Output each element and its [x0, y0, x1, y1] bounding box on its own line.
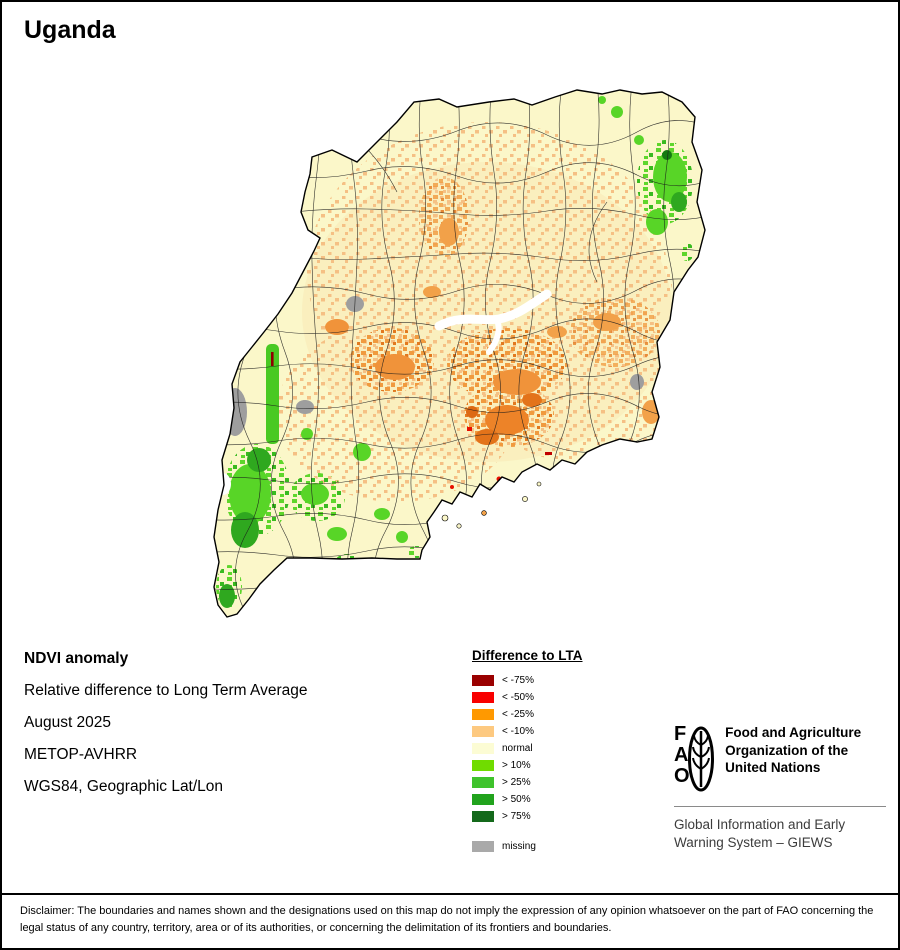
- country-outline: [213, 89, 706, 618]
- legend-item: > 25%: [472, 774, 583, 791]
- legend-label: normal: [502, 743, 533, 754]
- disclaimer: Disclaimer: The boundaries and names sho…: [2, 893, 898, 948]
- legend-item: < -25%: [472, 706, 583, 723]
- ndvi-patches: [216, 96, 694, 609]
- fao-logo: FAO: [674, 724, 715, 794]
- legend-title: Difference to LTA: [472, 648, 583, 663]
- lake-victoria-islands: [441, 481, 542, 529]
- legend-item: < -50%: [472, 689, 583, 706]
- legend-label: missing: [502, 841, 536, 852]
- fao-block: FAO Food and Agriculture Organization of…: [674, 724, 888, 852]
- legend-label: < -10%: [502, 726, 534, 737]
- legend-swatch: [472, 675, 494, 686]
- legend: Difference to LTA < -75% < -50% < -25% <…: [472, 648, 583, 855]
- fao-org-name: Food and Agriculture Organization of the…: [725, 725, 862, 776]
- fao-emblem-icon: [688, 726, 715, 792]
- info-period: August 2025: [24, 714, 112, 731]
- legend-item-missing: missing: [472, 838, 583, 855]
- legend-item: > 50%: [472, 791, 583, 808]
- legend-label: > 10%: [502, 760, 531, 771]
- legend-item: < -75%: [472, 672, 583, 689]
- legend-item: normal: [472, 740, 583, 757]
- legend-swatch: [472, 709, 494, 720]
- info-sensor: METOP-AVHRR: [24, 746, 138, 763]
- legend-label: < -50%: [502, 692, 534, 703]
- legend-swatch: [472, 777, 494, 788]
- legend-label: < -25%: [502, 709, 534, 720]
- legend-item: > 75%: [472, 808, 583, 825]
- legend-swatch: [472, 794, 494, 805]
- uganda-map: [213, 89, 706, 618]
- page-title: Uganda: [24, 16, 116, 44]
- info-heading: NDVI anomaly: [24, 650, 129, 667]
- legend-swatch: [472, 841, 494, 852]
- info-subtitle: Relative difference to Long Term Average: [24, 682, 308, 699]
- giews-label: Global Information and Early Warning Sys…: [674, 817, 846, 851]
- legend-label: > 25%: [502, 777, 531, 788]
- fao-logo-letters: FAO: [674, 723, 690, 787]
- legend-label: < -75%: [502, 675, 534, 686]
- info-projection: WGS84, Geographic Lat/Lon: [24, 778, 224, 795]
- legend-item: < -10%: [472, 723, 583, 740]
- legend-swatch: [472, 743, 494, 754]
- legend-swatch: [472, 692, 494, 703]
- legend-swatch: [472, 760, 494, 771]
- legend-label: > 50%: [502, 794, 531, 805]
- legend-label: > 75%: [502, 811, 531, 822]
- legend-swatch: [472, 811, 494, 822]
- map-info: NDVI anomaly Relative difference to Long…: [24, 650, 308, 810]
- legend-swatch: [472, 726, 494, 737]
- fao-divider: [674, 806, 886, 807]
- legend-item: > 10%: [472, 757, 583, 774]
